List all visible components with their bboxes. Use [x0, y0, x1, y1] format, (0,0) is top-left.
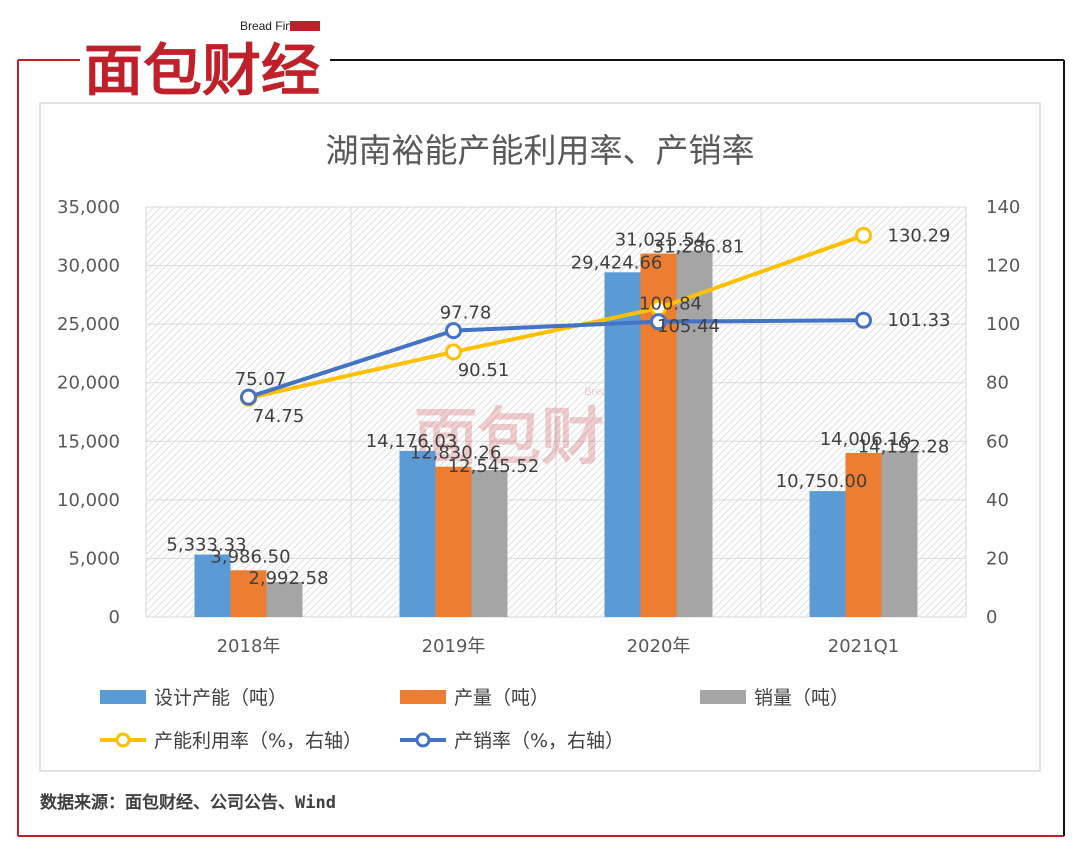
bar-series [194, 250, 918, 617]
bar [604, 272, 641, 617]
bar-data-label: 10,750.00 [776, 471, 868, 492]
line-data-label: 105.44 [657, 316, 720, 337]
line-data-label: 100.84 [639, 294, 702, 315]
bar-data-label: 14,176.03 [366, 431, 458, 452]
line-data-label: 130.29 [888, 225, 951, 246]
legend: 设计产能（吨） 产量（吨） 销量（吨） 产能利用率（%，右轴） 产销率（%，右轴） [100, 687, 849, 752]
left-axis-tick-label: 10,000 [57, 490, 120, 511]
x-axis-category-label: 2020年 [627, 636, 691, 657]
series-line [248, 233, 865, 401]
logo-accent-bar [290, 21, 320, 31]
left-axis-tick-label: 20,000 [57, 373, 120, 394]
line-data-label: 90.51 [458, 360, 510, 381]
line-series [240, 226, 872, 407]
bar-data-label: 12,830.26 [410, 443, 502, 464]
legend-swatch-marker [415, 732, 431, 748]
bar [845, 452, 882, 617]
line-marker [445, 343, 462, 361]
right-axis-tick-label: 80 [986, 373, 1009, 394]
series-line [247, 318, 864, 400]
axes: 0 5,000 10,000 15,000 20,000 25,000 30,000 35,0… [57, 197, 1020, 657]
bar [809, 491, 846, 617]
right-axis-tick-label: 100 [986, 314, 1020, 335]
left-axis-tick-label: 25,000 [57, 314, 120, 335]
legend-label: 产能利用率（%，右轴） [154, 730, 362, 752]
gridlines [145, 206, 967, 618]
bar [676, 250, 713, 617]
bar-data-label: 2,992.58 [248, 568, 328, 589]
right-axis-tick-label: 60 [986, 431, 1009, 452]
legend-swatch [400, 690, 446, 704]
legend-label: 销量（吨） [754, 687, 849, 709]
bar [194, 554, 231, 617]
bar [435, 466, 472, 617]
bar-data-label: 29,424.66 [571, 252, 663, 273]
bar-data-label: 14,192.28 [858, 437, 950, 458]
source-note: 数据来源：面包财经、公司公告、Wind [40, 792, 336, 813]
right-axis-tick-label: 40 [986, 490, 1009, 511]
left-axis-tick-label: 35,000 [57, 197, 120, 218]
bar [399, 450, 436, 617]
x-axis-category-label: 2019年 [422, 636, 486, 657]
bar-data-label: 3,986.50 [210, 546, 290, 567]
legend-swatch-marker [115, 732, 131, 748]
line-marker [240, 388, 257, 406]
legend-label: 产量（吨） [454, 687, 549, 709]
right-axis-tick-label: 20 [986, 548, 1009, 569]
brand-logo: Bread Finance 面包财经 [84, 19, 320, 104]
legend-label: 设计产能（吨） [154, 687, 287, 709]
logo-text: 面包财经 [84, 39, 320, 104]
bar-data-label: 31,286.81 [653, 236, 745, 257]
bar-data-label: 12,545.52 [448, 456, 540, 477]
bar-data-label: 14,006.16 [820, 429, 912, 450]
bar-data-label: 31,025.54 [615, 230, 707, 251]
x-axis-category-label: 2018年 [217, 636, 281, 657]
line-data-label: 74.75 [253, 406, 305, 427]
right-axis-tick-label: 140 [986, 197, 1020, 218]
left-axis-tick-label: 0 [109, 607, 120, 628]
left-axis-tick-label: 5,000 [68, 548, 120, 569]
bar-data-label: 5,333.33 [166, 535, 246, 556]
chart-title: 湖南裕能产能利用率、产销率 [326, 131, 755, 170]
line-data-label: 75.07 [235, 369, 287, 390]
right-axis-tick-label: 0 [986, 607, 997, 628]
bar [471, 470, 508, 617]
left-axis-tick-label: 15,000 [57, 431, 120, 452]
legend-swatch [700, 690, 746, 704]
left-axis-tick-label: 30,000 [57, 256, 120, 277]
x-axis-category-label: 2021Q1 [828, 636, 899, 657]
line-data-label: 97.78 [440, 303, 492, 324]
line-marker [650, 313, 667, 331]
right-axis-tick-label: 120 [986, 256, 1020, 277]
line-marker [855, 311, 872, 329]
legend-label: 产销率（%，右轴） [454, 730, 624, 752]
line-data-label: 101.33 [888, 310, 951, 331]
bar [266, 581, 303, 617]
legend-swatch [100, 690, 146, 704]
bar [881, 450, 918, 617]
line-marker [445, 322, 462, 340]
bar [230, 570, 267, 617]
line-marker [855, 226, 872, 244]
data-labels: 5,333.333,986.502,992.58 14,176.0312,830.… [166, 225, 950, 589]
